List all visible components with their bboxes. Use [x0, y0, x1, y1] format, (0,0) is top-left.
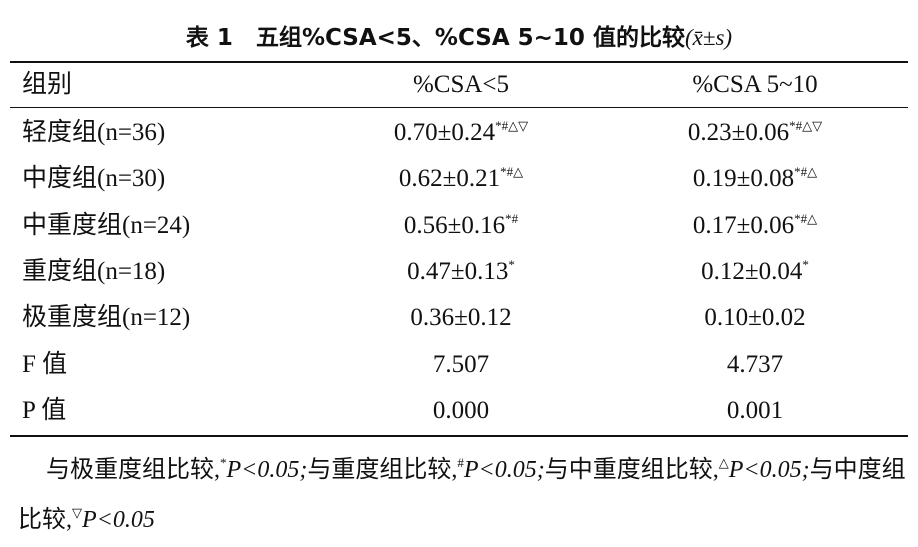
- footnote-condition: P<0.05: [82, 507, 155, 533]
- footnote-mark: △: [718, 455, 729, 470]
- table-cell: 0.23±0.06*#△▽: [620, 110, 890, 156]
- row-label: 中度组(n=30): [22, 165, 166, 193]
- cell-value: 0.47±0.13: [407, 257, 509, 285]
- header-row: 组别 %CSA<5 %CSA 5~10: [0, 62, 918, 108]
- table-cell: 0.000: [330, 388, 592, 434]
- table-cell: 0.12±0.04*: [620, 249, 890, 295]
- footnote-mark: ▽: [72, 505, 82, 520]
- significance-marks: *#△: [794, 164, 818, 180]
- row-label: 中重度组(n=24): [22, 211, 191, 239]
- significance-marks: *#△▽: [789, 118, 823, 133]
- table-title: 表 1 五组%CSA<5、%CSA 5~10 值的比较(x̄±s): [0, 18, 918, 52]
- top-rule: [10, 61, 908, 63]
- title-number: 表 1: [185, 25, 233, 51]
- footnote-mark: *: [220, 455, 227, 470]
- row-label: P 值: [22, 396, 67, 424]
- table-cell: 0.70±0.24*#△▽: [330, 110, 592, 156]
- cell-value: 0.56±0.16: [403, 211, 506, 239]
- table-row: 轻度组(n=36) 0.70±0.24*#△▽ 0.23±0.06*#△▽: [0, 110, 918, 156]
- header-cell: 组别: [22, 71, 73, 98]
- cell-value: 0.23±0.06: [687, 119, 790, 146]
- table-row: F 值 7.507 4.737: [0, 342, 918, 388]
- footnote-text: 与中度组比较,: [18, 457, 906, 533]
- cell-value: 0.12±0.04: [701, 257, 803, 285]
- cell-value: 4.737: [726, 350, 784, 378]
- cell-value: 0.62±0.21: [398, 165, 501, 193]
- footnote-text: 与重度组比较,: [307, 457, 458, 483]
- table-cell: 0.19±0.08*#△: [620, 156, 890, 202]
- table-row: 极重度组(n=12) 0.36±0.12 0.10±0.02: [0, 295, 918, 341]
- significance-marks: *#△: [500, 164, 524, 180]
- footnote-text: 与中重度组比较,: [544, 457, 719, 483]
- footnote-condition: P<0.05;: [728, 457, 810, 483]
- header-cell: %CSA 5~10: [692, 71, 818, 98]
- significance-marks: *#△: [794, 210, 818, 226]
- title-stat: (x̄±s): [684, 25, 733, 50]
- cell-value: 0.001: [726, 396, 784, 424]
- table-cell: 0.56±0.16*#: [330, 203, 592, 249]
- significance-marks: *#: [505, 210, 519, 226]
- footnote: 与极重度组比较,*P<0.05;与重度组比较,#P<0.05;与中重度组比较,△…: [18, 445, 908, 545]
- footnote-mark: #: [457, 455, 464, 470]
- significance-marks: *#△▽: [495, 118, 529, 133]
- table-cell: 0.62±0.21*#△: [330, 156, 592, 202]
- table-cell: 0.47±0.13*: [330, 249, 592, 295]
- header-rule: [10, 107, 908, 108]
- row-label: 轻度组(n=36): [22, 119, 166, 146]
- table-cell: 0.36±0.12: [330, 295, 592, 341]
- cell-value: 7.507: [432, 350, 490, 378]
- cell-value: 0.70±0.24: [393, 119, 496, 146]
- significance-marks: *: [508, 256, 515, 272]
- row-label: 极重度组(n=12): [22, 304, 191, 332]
- footnote-text: 与极重度组比较,: [46, 457, 220, 483]
- bottom-rule: [10, 435, 908, 437]
- row-label: 重度组(n=18): [22, 257, 166, 285]
- row-label: F 值: [22, 350, 68, 378]
- title-text: 五组%CSA<5、%CSA 5~10 值的比较: [255, 25, 685, 51]
- table-cell: 0.001: [620, 388, 890, 434]
- table-cell: 0.17±0.06*#△: [620, 203, 890, 249]
- table-row: 重度组(n=18) 0.47±0.13* 0.12±0.04*: [0, 249, 918, 295]
- cell-value: 0.000: [432, 396, 490, 424]
- cell-value: 0.10±0.02: [704, 304, 806, 332]
- table-cell: 0.10±0.02: [620, 295, 890, 341]
- significance-marks: *: [802, 256, 809, 272]
- table-cell: 4.737: [620, 342, 890, 388]
- cell-value: 0.19±0.08: [692, 165, 795, 193]
- table-row: P 值 0.000 0.001: [0, 388, 918, 434]
- header-cell: %CSA<5: [412, 71, 510, 98]
- table-cell: 7.507: [330, 342, 592, 388]
- table-row: 中重度组(n=24) 0.56±0.16*# 0.17±0.06*#△: [0, 203, 918, 249]
- table-row: 中度组(n=30) 0.62±0.21*#△ 0.19±0.08*#△: [0, 156, 918, 202]
- cell-value: 0.17±0.06: [692, 211, 795, 239]
- footnote-condition: P<0.05;: [463, 457, 545, 483]
- footnote-condition: P<0.05;: [226, 457, 308, 483]
- cell-value: 0.36±0.12: [410, 304, 512, 332]
